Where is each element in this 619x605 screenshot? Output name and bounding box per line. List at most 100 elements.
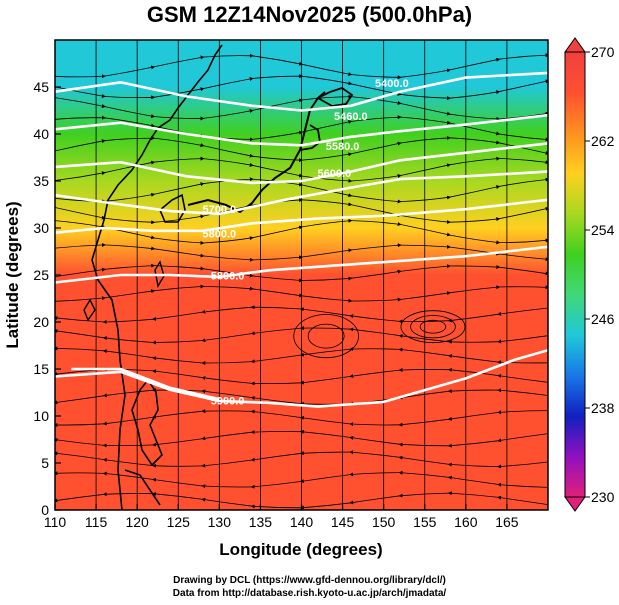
streamline-arrow (449, 234, 501, 245)
streamline-arrow (252, 275, 304, 283)
streamline-arrow (202, 268, 254, 278)
streamline-arrow (202, 145, 254, 158)
streamline-arrow (55, 267, 106, 277)
contour-label: 5460.0 (334, 111, 368, 123)
streamline-arrow (299, 502, 351, 510)
streamline-arrow (104, 160, 156, 174)
streamline-arrow (350, 141, 402, 155)
streamline-arrow (102, 336, 154, 343)
streamline-arrow (299, 348, 351, 357)
contour-line (55, 170, 548, 216)
streamline-arrow (301, 276, 353, 281)
streamline-arrow (55, 242, 106, 249)
streamline-arrow (104, 95, 156, 100)
x-tick-label: 135 (249, 514, 273, 530)
streamline-arrow (349, 435, 401, 445)
anticyclone-streamline (419, 319, 447, 334)
streamline-arrow (447, 339, 499, 344)
streamline-arrow (398, 367, 450, 372)
streamline-arrow (250, 430, 302, 435)
streamline-arrow (102, 492, 154, 497)
streamline-arrow (152, 340, 203, 345)
streamline-arrow (153, 116, 205, 121)
streamline-arrow (301, 295, 353, 303)
contour-line (55, 71, 548, 112)
streamline-arrow (350, 220, 402, 227)
y-tick-label: 45 (33, 79, 49, 95)
colorbar-top-arrow (564, 37, 586, 53)
streamline-arrow (301, 248, 353, 258)
streamline-arrow (252, 164, 304, 178)
streamline-arrow (153, 214, 205, 223)
streamline-arrow (301, 218, 353, 228)
streamline-arrow (201, 409, 253, 414)
x-axis-label: Longitude (degrees) (219, 540, 382, 559)
streamline-arrow (102, 443, 154, 448)
streamline-arrow (498, 238, 548, 244)
colorbar-tick-label: 238 (591, 400, 615, 416)
y-tick-label: 10 (33, 408, 49, 424)
y-tick-label: 20 (33, 314, 49, 330)
streamline-arrow (152, 477, 203, 487)
streamline-arrow (104, 65, 156, 77)
streamline-arrow (102, 416, 154, 426)
streamline-arrow (104, 289, 156, 299)
streamline-arrow (299, 429, 351, 438)
streamline-arrow (55, 395, 105, 405)
streamline-arrow (497, 495, 548, 505)
streamline-arrow (447, 412, 499, 421)
colorbar-tick-label: 230 (591, 489, 615, 505)
streamline-arrow (400, 163, 451, 176)
chart-title: GSM 12Z14Nov2025 (500.0hPa) (146, 2, 473, 27)
colorbar: 230 238 246 254 262 270 (564, 37, 615, 512)
streamline-arrow (497, 307, 548, 316)
streamline-arrow (250, 409, 302, 418)
x-tick-label: 125 (167, 514, 191, 530)
credit-data: Data from http://database.rish.kyoto-u.a… (172, 588, 447, 599)
streamline-arrow (301, 152, 353, 161)
streamline-arrow (497, 433, 548, 443)
streamline-arrow (299, 474, 351, 484)
colorbar-ticks: 230 238 246 254 262 270 (585, 44, 615, 505)
y-axis-ticks: 0 5 10 15 20 25 30 35 40 45 (33, 79, 61, 518)
x-tick-label: 130 (208, 514, 232, 530)
streamline-arrow (152, 463, 203, 468)
streamline-arrow (449, 57, 501, 71)
streamline-arrow (498, 177, 548, 187)
anticyclone-streamline (293, 314, 359, 359)
contour-label: 5600.0 (318, 168, 352, 180)
streamline-arrow (301, 75, 353, 86)
streamline-arrow (250, 354, 302, 364)
streamline-arrow (55, 471, 105, 476)
contour-label: 5800.0 (211, 271, 245, 283)
streamline-arrow (447, 462, 499, 467)
streamline-arrow (252, 155, 304, 163)
colorbar-tick-label: 246 (591, 311, 615, 327)
streamline-arrow (55, 171, 106, 181)
streamline-arrow (301, 63, 353, 77)
streamline-arrow (55, 493, 105, 503)
x-tick-label: 150 (372, 514, 396, 530)
streamline-arrow (104, 106, 156, 119)
streamline-arrow (104, 117, 156, 128)
streamlines (55, 53, 548, 510)
streamline-arrow (498, 285, 548, 290)
streamline-arrow (104, 263, 156, 270)
anticyclone-streamline (400, 310, 466, 344)
streamline-arrow (349, 369, 401, 379)
streamline-arrow (349, 314, 401, 322)
streamline-arrow (55, 86, 106, 98)
streamline-arrow (497, 461, 548, 469)
streamline-arrow (102, 318, 154, 324)
streamline-arrow (398, 455, 450, 465)
streamline-arrow (299, 415, 351, 425)
streamline-arrow (153, 182, 205, 195)
credit-drawing: Drawing by DCL (https://www.gfd-dennou.o… (173, 575, 446, 586)
streamline-arrow (447, 389, 499, 394)
streamline-arrow (449, 113, 501, 121)
streamline-arrow (497, 335, 548, 344)
streamline-arrow (350, 115, 402, 122)
y-tick-label: 0 (41, 502, 49, 518)
streamline-arrow (350, 269, 402, 279)
streamline-arrow (400, 103, 451, 116)
